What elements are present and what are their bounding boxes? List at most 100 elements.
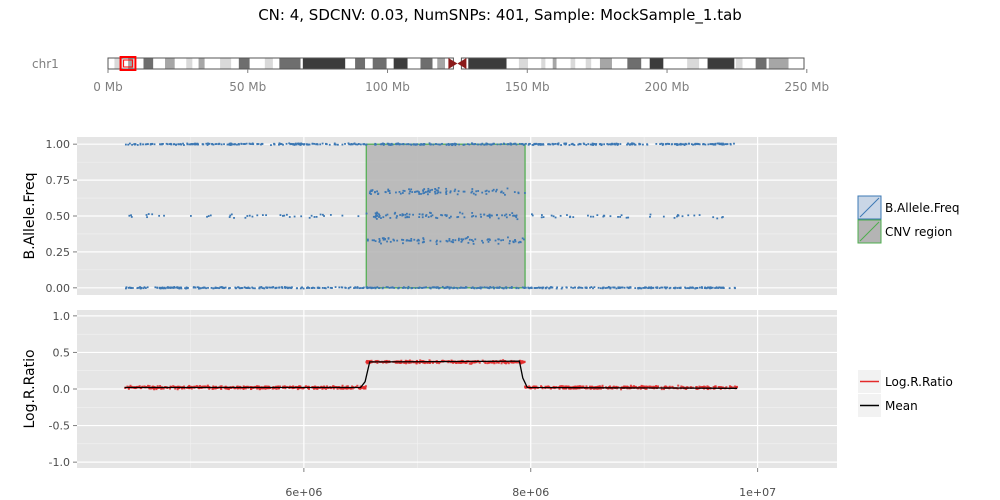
baf-point: [143, 286, 146, 289]
baf-point: [407, 285, 410, 288]
baf-point: [420, 193, 422, 195]
baf-point: [229, 214, 232, 217]
baf-point: [370, 287, 373, 290]
baf-point: [513, 142, 516, 145]
baf-point: [307, 286, 310, 289]
baf-point: [380, 242, 382, 245]
baf-point: [428, 142, 431, 145]
baf-point: [382, 238, 385, 241]
baf-point: [620, 286, 623, 289]
baf-point: [631, 142, 633, 145]
ideogram-band: [591, 58, 600, 69]
baf-point: [316, 143, 318, 145]
baf-point: [393, 212, 396, 215]
lrr-point: [169, 387, 172, 390]
baf-point: [502, 192, 505, 194]
baf-point: [430, 212, 432, 214]
ideogram-band: [649, 58, 664, 69]
baf-point: [477, 287, 479, 289]
ideogram-band: [599, 58, 612, 69]
x-tick-label: 8e+06: [512, 486, 549, 499]
baf-point: [387, 188, 390, 191]
ideogram-band: [355, 58, 366, 69]
lrr-point: [349, 387, 352, 390]
baf-point: [448, 143, 451, 146]
lrr-point: [567, 385, 570, 388]
baf-point: [589, 286, 591, 289]
baf-point: [619, 287, 621, 289]
baf-point: [701, 287, 703, 289]
lrr-point: [696, 387, 699, 390]
baf-point: [592, 144, 595, 146]
baf-point: [210, 286, 213, 289]
baf-point: [660, 142, 663, 145]
lrr-point: [592, 387, 595, 390]
baf-point: [477, 190, 480, 192]
baf-point: [178, 286, 181, 289]
baf-point: [333, 143, 336, 146]
baf-point: [418, 193, 421, 195]
lrr-point: [452, 361, 455, 364]
baf-point: [144, 143, 147, 146]
baf-point: [460, 238, 463, 241]
baf-point: [375, 213, 378, 216]
baf-point: [130, 287, 132, 289]
baf-point: [419, 143, 422, 146]
baf-point: [193, 142, 196, 145]
baf-point: [422, 192, 425, 195]
baf-point: [404, 286, 407, 289]
baf-point: [589, 215, 592, 218]
baf-point: [500, 191, 502, 194]
baf-point: [289, 143, 292, 146]
baf-point: [593, 286, 596, 289]
baf-point: [711, 286, 714, 289]
baf-point: [682, 143, 685, 146]
baf-point: [214, 286, 217, 289]
baf-point: [365, 143, 368, 146]
lrr-point: [449, 361, 452, 364]
chromosome-label: chr1: [32, 57, 59, 71]
baf-point: [726, 143, 729, 145]
baf-point: [389, 143, 392, 146]
lrr-point: [582, 385, 585, 388]
lrr-point: [458, 361, 461, 364]
lrr-point: [346, 385, 349, 388]
baf-point: [422, 286, 425, 289]
baf-point: [274, 287, 277, 289]
ideogram-band: [302, 58, 346, 69]
baf-point: [416, 190, 419, 193]
baf-point: [489, 239, 491, 241]
x-tick-label: 1e+07: [739, 486, 776, 499]
baf-point: [408, 192, 411, 195]
baf-point: [330, 287, 333, 289]
baf-point: [431, 188, 433, 191]
chromosome-ideogram: chr1 0 Mb 50 Mb 100 Mb 150 Mb 200 Mb 250 Mb: [32, 56, 829, 94]
lrr-point: [562, 385, 565, 388]
baf-point: [445, 239, 448, 242]
lrr-point: [336, 387, 339, 390]
lrr-point: [360, 387, 363, 390]
baf-point: [374, 212, 377, 215]
baf-point: [423, 240, 425, 243]
ideogram-band: [420, 58, 433, 69]
baf-point: [510, 142, 512, 145]
baf-point: [382, 237, 385, 240]
baf-point: [194, 286, 197, 289]
baf-point: [388, 143, 390, 146]
baf-point: [570, 286, 573, 289]
baf-point: [523, 287, 526, 289]
baf-point: [677, 214, 680, 217]
baf-point: [487, 238, 489, 241]
baf-point: [502, 287, 505, 290]
baf-point: [139, 143, 142, 146]
lrr-point: [646, 385, 649, 388]
lrr-point: [507, 362, 510, 365]
baf-point: [733, 142, 735, 145]
baf-point: [170, 143, 173, 146]
baf-points: [124, 142, 736, 290]
baf-point: [315, 215, 318, 218]
baf-point: [483, 213, 486, 216]
baf-point: [451, 143, 454, 146]
baf-point: [162, 287, 165, 290]
baf-point: [515, 214, 518, 217]
